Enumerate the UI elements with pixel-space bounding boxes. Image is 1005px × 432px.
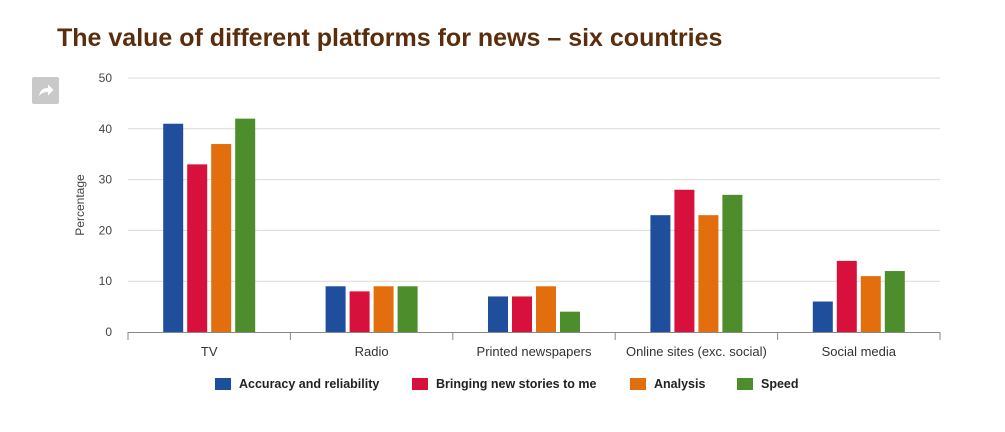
- legend-label: Bringing new stories to me: [436, 377, 597, 391]
- bar: [163, 123, 184, 332]
- legend-item[interactable]: Analysis: [630, 377, 705, 391]
- x-category-label: Online sites (exc. social): [626, 344, 767, 359]
- bar: [349, 291, 370, 332]
- bar: [722, 194, 743, 332]
- bar: [512, 296, 532, 332]
- bar: [211, 144, 232, 332]
- share-button[interactable]: [32, 77, 59, 104]
- legend-swatch: [737, 378, 753, 390]
- legend-label: Accuracy and reliability: [239, 377, 380, 391]
- bar: [325, 286, 346, 332]
- share-arrow-icon: [39, 84, 54, 96]
- bar: [650, 215, 671, 332]
- legend-swatch: [630, 378, 646, 390]
- y-axis-label: Percentage: [73, 174, 87, 236]
- chart-legend: Accuracy and reliability Bringing new sto…: [0, 377, 1005, 395]
- y-tick-label: 50: [99, 71, 113, 85]
- y-tick-label: 10: [99, 274, 113, 288]
- bar: [397, 286, 418, 332]
- bar: [373, 286, 394, 332]
- bar: [536, 286, 556, 332]
- bar-chart: 0 10 20 30 40 50 Percentage TV Radio Printed news…: [73, 71, 941, 359]
- legend-swatch: [215, 378, 231, 390]
- bar: [884, 271, 905, 332]
- x-category-label: TV: [201, 344, 218, 359]
- bar: [674, 189, 695, 332]
- y-tick-label: 40: [99, 122, 113, 136]
- x-category-label: Printed newspapers: [477, 344, 592, 359]
- legend-label: Speed: [761, 377, 799, 391]
- y-tick-label: 0: [105, 325, 112, 339]
- bar: [235, 118, 256, 332]
- legend-swatch: [412, 378, 428, 390]
- legend-item[interactable]: Bringing new stories to me: [412, 377, 596, 391]
- bar: [488, 296, 508, 332]
- bar: [860, 276, 881, 332]
- y-tick-label: 20: [99, 223, 113, 237]
- bar: [187, 164, 208, 332]
- legend-item[interactable]: Accuracy and reliability: [215, 377, 379, 391]
- bar: [836, 260, 857, 332]
- bar: [560, 311, 580, 332]
- bar: [698, 215, 719, 332]
- bar: [812, 301, 833, 332]
- x-category-label: Social media: [822, 344, 897, 359]
- legend-item[interactable]: Speed: [737, 377, 799, 391]
- y-tick-label: 30: [99, 173, 113, 187]
- chart-title: The value of different platforms for new…: [57, 24, 723, 52]
- x-category-label: Radio: [355, 344, 389, 359]
- legend-label: Analysis: [654, 377, 706, 391]
